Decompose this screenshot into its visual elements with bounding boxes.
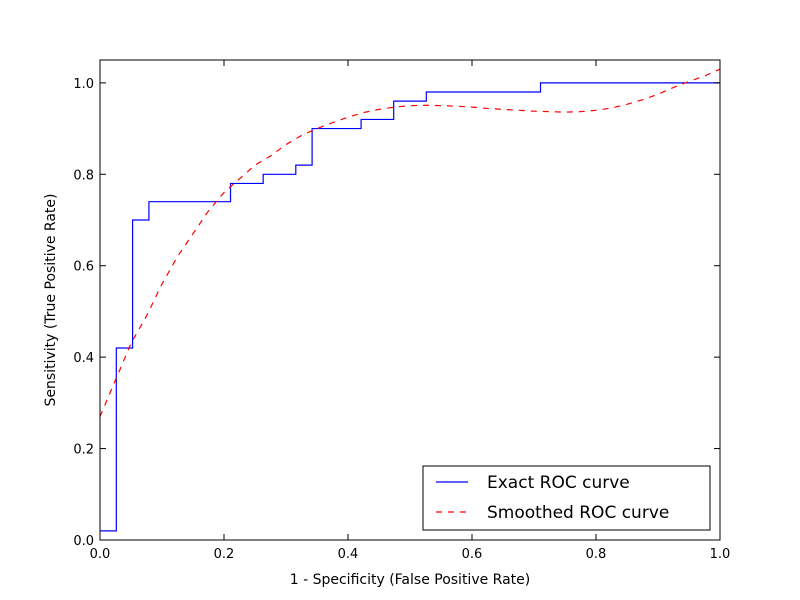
axes-frame <box>99 59 721 541</box>
series-line-exact-roc <box>100 82 720 532</box>
x-tick-label: 1.0 <box>710 547 731 562</box>
series-line-smoothed-roc <box>99 68 721 417</box>
x-axis-label: 1 - Specificity (False Positive Rate) <box>290 572 531 588</box>
y-axis-label: Sensitivity (True Positive Rate) <box>43 194 59 407</box>
series-layer <box>99 68 721 532</box>
legend-label-exact: Exact ROC curve <box>487 473 630 493</box>
y-tick-label: 0.6 <box>73 260 94 275</box>
y-tick-label: 0.2 <box>73 443 94 458</box>
legend: Exact ROC curve Smoothed ROC curve <box>422 465 711 531</box>
y-tick-label: 0.8 <box>73 168 94 183</box>
x-tick-label: 0.8 <box>586 547 607 562</box>
y-tick-label: 0.4 <box>73 351 94 366</box>
y-tick-label: 0.0 <box>73 534 94 549</box>
legend-label-smoothed: Smoothed ROC curve <box>487 503 669 523</box>
x-tick-label: 0.0 <box>90 547 111 562</box>
x-tick-label: 0.4 <box>338 547 359 562</box>
y-tick-label: 1.0 <box>73 77 94 92</box>
x-tick-label: 0.2 <box>214 547 235 562</box>
legend-box <box>422 465 711 531</box>
x-tick-label: 0.6 <box>462 547 483 562</box>
tick-label-layer: 0.0 0.2 0.4 0.6 0.8 1.0 0.0 0.2 0.4 0.6 0.8 1.0 <box>73 77 730 562</box>
